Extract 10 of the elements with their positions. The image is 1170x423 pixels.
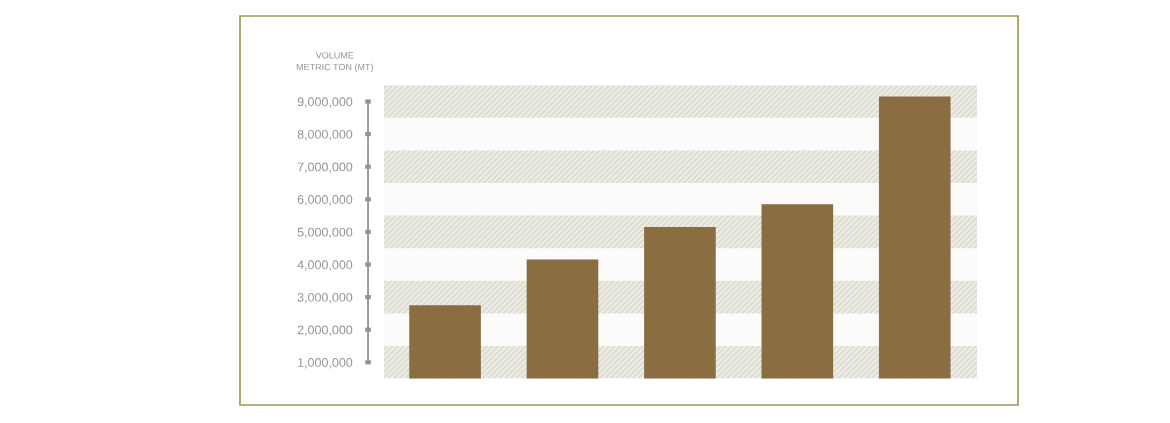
y-tick-label: 3,000,000	[297, 292, 353, 304]
y-tick-label: 2,000,000	[297, 325, 353, 336]
y-tick-label: 1,000,000	[298, 358, 353, 369]
y-axis-title: VOLUME METRIC TON (MT)	[296, 52, 373, 72]
y-tick-label: 9,000,000	[297, 97, 353, 108]
y-tick-label: 5,000,000	[297, 227, 353, 239]
y-tick-label: 8,000,000	[297, 129, 353, 141]
y-tick-label: 7,000,000	[297, 162, 353, 173]
y-tick-label: 4,000,000	[297, 260, 353, 271]
y-tick-label: 6,000,000	[297, 195, 353, 206]
